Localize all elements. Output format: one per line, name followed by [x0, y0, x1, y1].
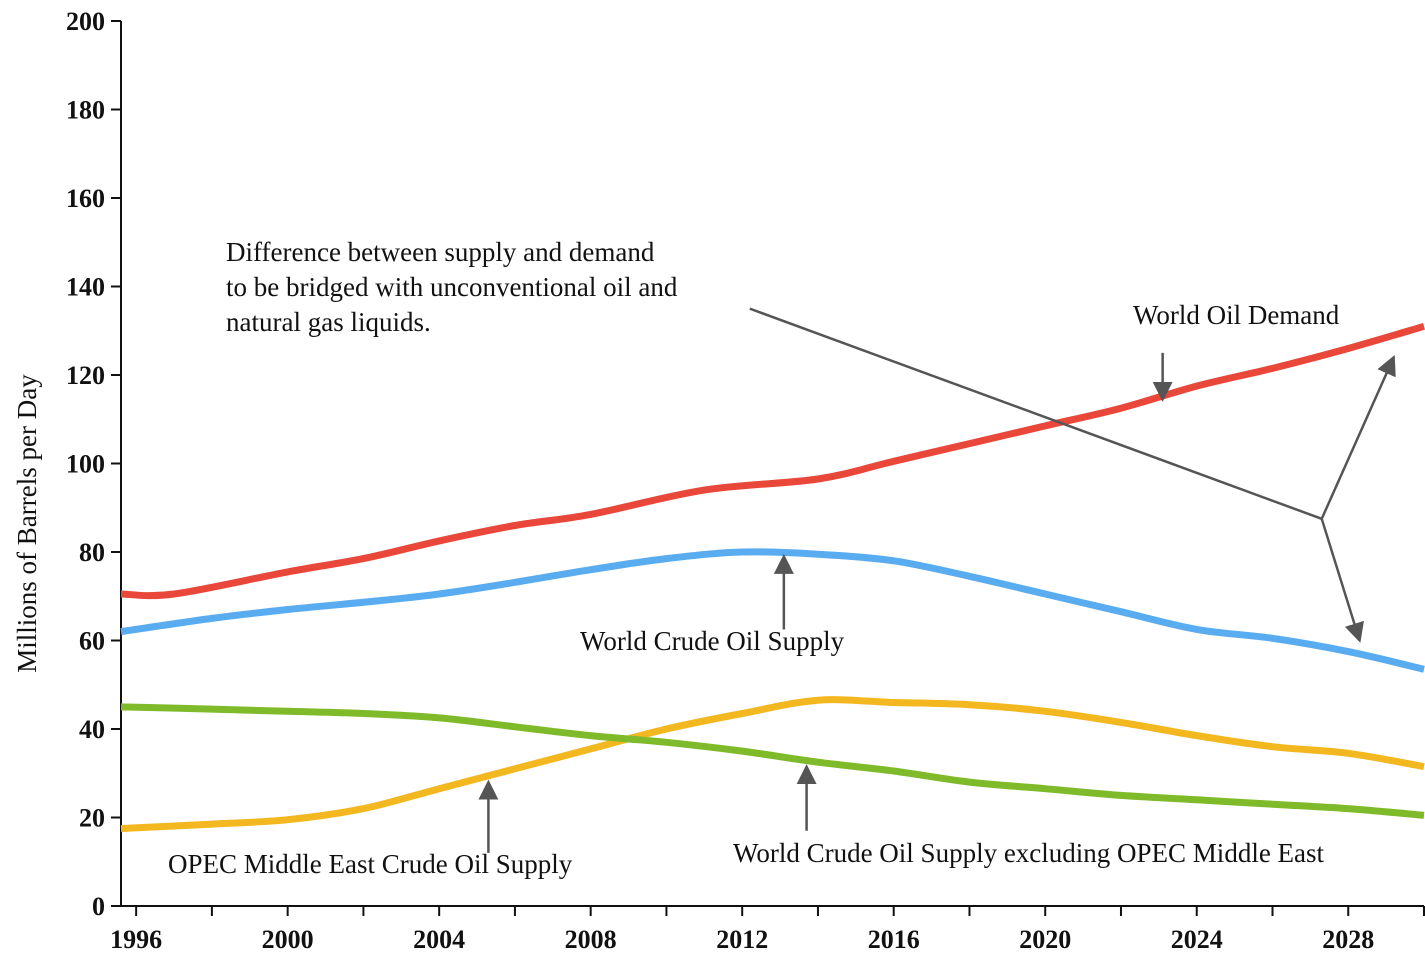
x-tick-label-2016: 2016 — [868, 925, 920, 954]
y-tick-label-40: 40 — [79, 715, 105, 744]
y-tick-label-0: 0 — [92, 892, 105, 921]
y-tick-label-200: 200 — [66, 7, 105, 36]
annotation-arrows — [478, 307, 1396, 853]
gap-to-supply-pointer — [1320, 518, 1364, 643]
world-crude-oil-supply-label: World Crude Oil Supply — [580, 626, 845, 656]
y-tick-label-120: 120 — [66, 361, 105, 390]
series-line-1 — [120, 548, 1425, 673]
series-line-3 — [120, 703, 1425, 819]
series-line-0 — [120, 322, 1425, 600]
y-tick-label-180: 180 — [66, 96, 105, 125]
gap-note-line-2: to be bridged with unconventional oil an… — [226, 272, 678, 302]
gap-note-line-3: natural gas liquids. — [226, 307, 431, 337]
series-line-2 — [120, 696, 1425, 833]
gap-leader-line — [749, 307, 1323, 520]
y-tick-label-20: 20 — [79, 804, 105, 833]
y-axis-label: Millions of Barrels per Day — [12, 374, 42, 673]
annotations: Difference between supply and demand to … — [168, 237, 1340, 879]
x-tick-label-2020: 2020 — [1019, 925, 1071, 954]
x-tick-label-2024: 2024 — [1171, 925, 1223, 954]
series-layer — [120, 322, 1425, 833]
y-tick-label-80: 80 — [79, 538, 105, 567]
gap-to-demand-pointer — [1320, 355, 1396, 520]
y-tick-label-60: 60 — [79, 627, 105, 656]
x-tick-label-2000: 2000 — [262, 925, 314, 954]
y-tick-label-160: 160 — [66, 184, 105, 213]
axes: 0 20 40 60 80 100 120 140 160 180 200 1996 2000 2004 2… — [12, 7, 1425, 954]
excluding-opec-label: World Crude Oil Supply excluding OPEC Mi… — [733, 838, 1325, 868]
gap-note-line-1: Difference between supply and demand — [226, 237, 655, 267]
opec-middle-east-label: OPEC Middle East Crude Oil Supply — [168, 849, 573, 879]
x-tick-label-2012: 2012 — [716, 925, 768, 954]
y-tick-label-100: 100 — [66, 450, 105, 479]
x-tick-label-2004: 2004 — [413, 925, 465, 954]
y-tick-label-140: 140 — [66, 273, 105, 302]
world-oil-demand-label: World Oil Demand — [1133, 300, 1340, 330]
x-tick-label-2028: 2028 — [1322, 925, 1374, 954]
x-tick-label-2008: 2008 — [565, 925, 617, 954]
x-tick-label-1996: 1996 — [110, 925, 162, 954]
